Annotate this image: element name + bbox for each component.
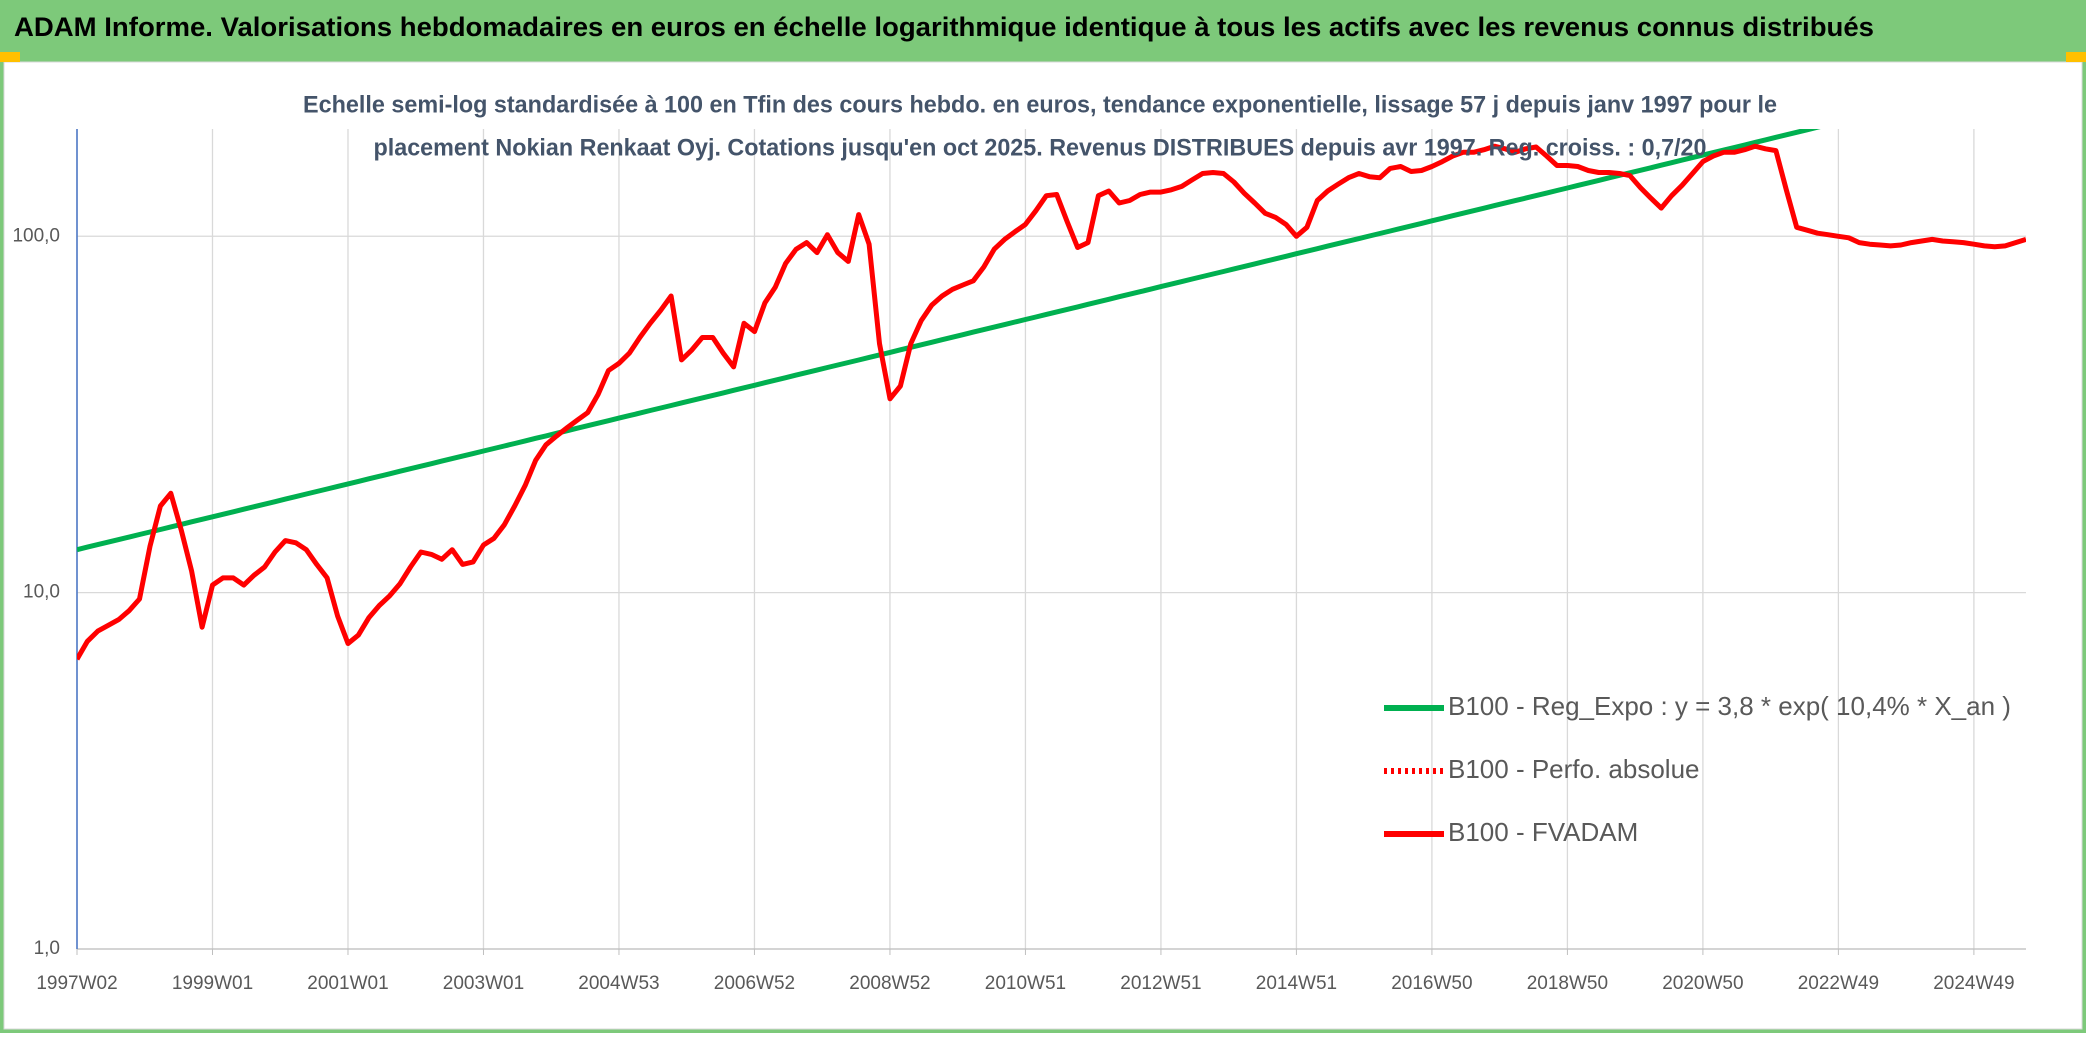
x-tick-label: 1999W01 [172, 973, 253, 994]
x-tick-label: 2010W51 [985, 973, 1066, 994]
x-tick-label: 2008W52 [849, 973, 930, 994]
plot: 1,0 10,0 100,0 1997W02 1999W01 2001W01 2003W01… [12, 129, 2026, 994]
x-tick-label: 2016W50 [1391, 973, 1472, 994]
x-tick-label: 2020W50 [1662, 973, 1743, 994]
chart-subtitle: placement Nokian Renkaat Oyj. Cotations … [374, 134, 1707, 161]
y-tick-label: 10,0 [23, 582, 60, 603]
legend-label: B100 - Perfo. absolue [1448, 754, 1700, 784]
legend-label: B100 - Reg_Expo : y = 3,8 * exp( 10,4% *… [1448, 691, 2011, 721]
x-tick-label: 2003W01 [443, 973, 524, 994]
chart-title: ADAM Informe. Valorisations hebdomadaire… [14, 12, 1874, 42]
x-tick-label: 2001W01 [307, 973, 388, 994]
series-line [77, 129, 1821, 553]
y-tick-label: 100,0 [12, 225, 60, 246]
corner-mark [2066, 52, 2086, 62]
x-tick-label: 2004W53 [578, 973, 659, 994]
legend-label: B100 - FVADAM [1448, 817, 1638, 847]
x-tick-label: 2006W52 [714, 973, 795, 994]
x-tick-label: 2022W49 [1798, 973, 1879, 994]
chart-area [3, 61, 2083, 1030]
x-tick-label: 2012W51 [1120, 973, 1201, 994]
y-tick-label: 1,0 [34, 938, 60, 959]
x-tick-label: 2014W51 [1256, 973, 1337, 994]
x-tick-label: 2024W49 [1933, 973, 2014, 994]
x-tick-label: 1997W02 [36, 973, 117, 994]
chart-subtitle: Echelle semi-log standardisée à 100 en T… [303, 91, 1777, 118]
series-line [77, 143, 2026, 661]
x-tick-label: 2018W50 [1527, 973, 1608, 994]
corner-mark [0, 52, 20, 62]
